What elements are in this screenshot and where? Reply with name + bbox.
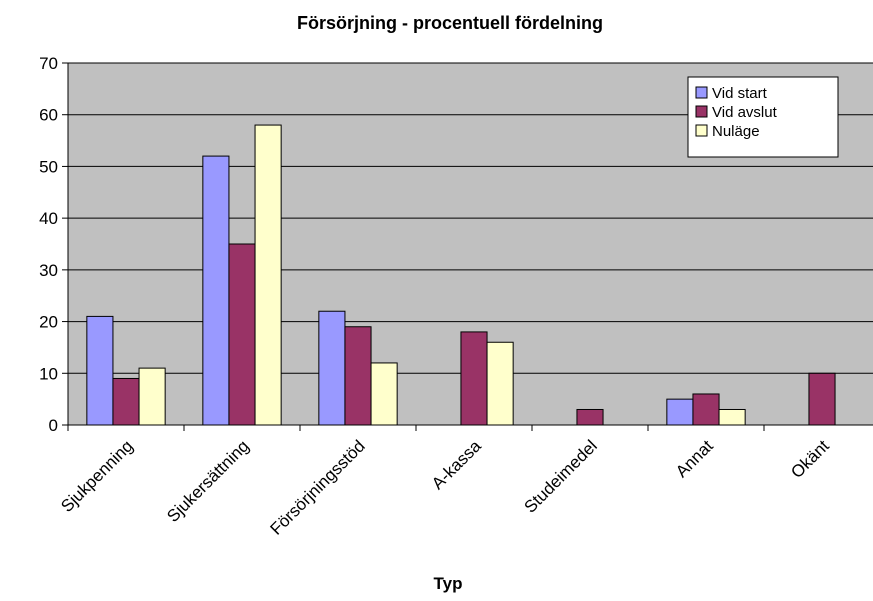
y-tick-label: 60	[39, 106, 58, 125]
y-tick-label: 20	[39, 313, 58, 332]
bar	[344, 326, 372, 426]
legend-label: Nuläge	[712, 123, 760, 140]
x-tick-label: A-kassa	[428, 436, 485, 493]
chart-title: Försörjning - procentuell fördelning	[297, 13, 603, 33]
bar	[228, 243, 256, 426]
x-tick-label: Sjukpenning	[57, 436, 137, 516]
legend-swatch	[695, 105, 708, 118]
x-tick-label: Försörjningsstöd	[267, 436, 369, 538]
bar	[718, 408, 746, 426]
bar	[112, 377, 140, 426]
x-axis: Sjukpenning Sjukersättning Försörjningsstö…	[57, 424, 873, 539]
legend-label: Vid start	[712, 85, 768, 102]
legend-label: Vid avslut	[712, 104, 778, 121]
bar	[808, 372, 836, 426]
bar	[254, 124, 282, 426]
bar	[486, 341, 514, 426]
bar	[86, 315, 114, 426]
bar	[202, 155, 230, 426]
legend-box	[687, 76, 839, 158]
y-axis: 0 10 20 30 40 50 60 70	[39, 54, 69, 435]
bar	[370, 362, 398, 426]
x-tick-label: Okänt	[787, 436, 833, 482]
x-tick-label: Sjukersättning	[163, 436, 253, 526]
x-tick-label: Annat	[672, 436, 717, 481]
y-tick-label: 0	[49, 416, 58, 435]
bar	[138, 367, 166, 426]
bar	[318, 310, 346, 426]
bar	[460, 331, 488, 426]
y-tick-label: 10	[39, 364, 58, 383]
legend-swatch	[695, 124, 708, 137]
bar	[666, 398, 694, 426]
y-tick-label: 70	[39, 54, 58, 73]
y-tick-label: 30	[39, 261, 58, 280]
y-tick-label: 40	[39, 209, 58, 228]
bar	[576, 408, 604, 426]
legend: Vid start Vid avslut Nuläge	[687, 76, 839, 158]
legend-swatch	[695, 86, 708, 99]
y-tick-label: 50	[39, 157, 58, 176]
x-axis-title: Typ	[434, 574, 463, 593]
bar	[692, 393, 720, 426]
x-tick-label: Studeimedel	[521, 436, 601, 516]
bars	[86, 124, 836, 426]
